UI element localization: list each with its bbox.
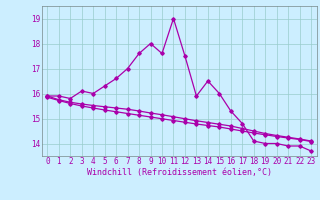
X-axis label: Windchill (Refroidissement éolien,°C): Windchill (Refroidissement éolien,°C) (87, 168, 272, 177)
